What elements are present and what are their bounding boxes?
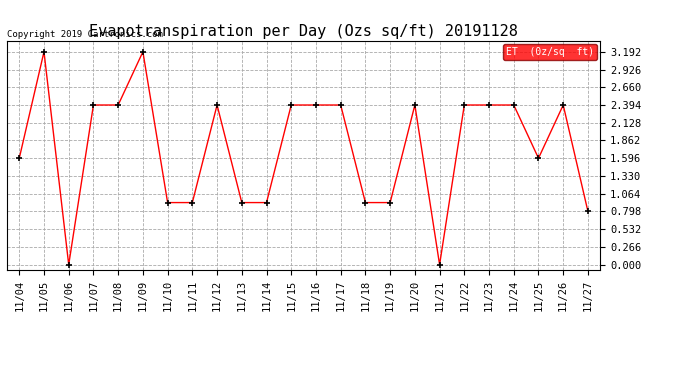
Legend: ET  (0z/sq  ft): ET (0z/sq ft) <box>504 44 598 60</box>
Text: Copyright 2019 Cartronics.com: Copyright 2019 Cartronics.com <box>7 30 163 39</box>
Title: Evapotranspiration per Day (Ozs sq/ft) 20191128: Evapotranspiration per Day (Ozs sq/ft) 2… <box>89 24 518 39</box>
